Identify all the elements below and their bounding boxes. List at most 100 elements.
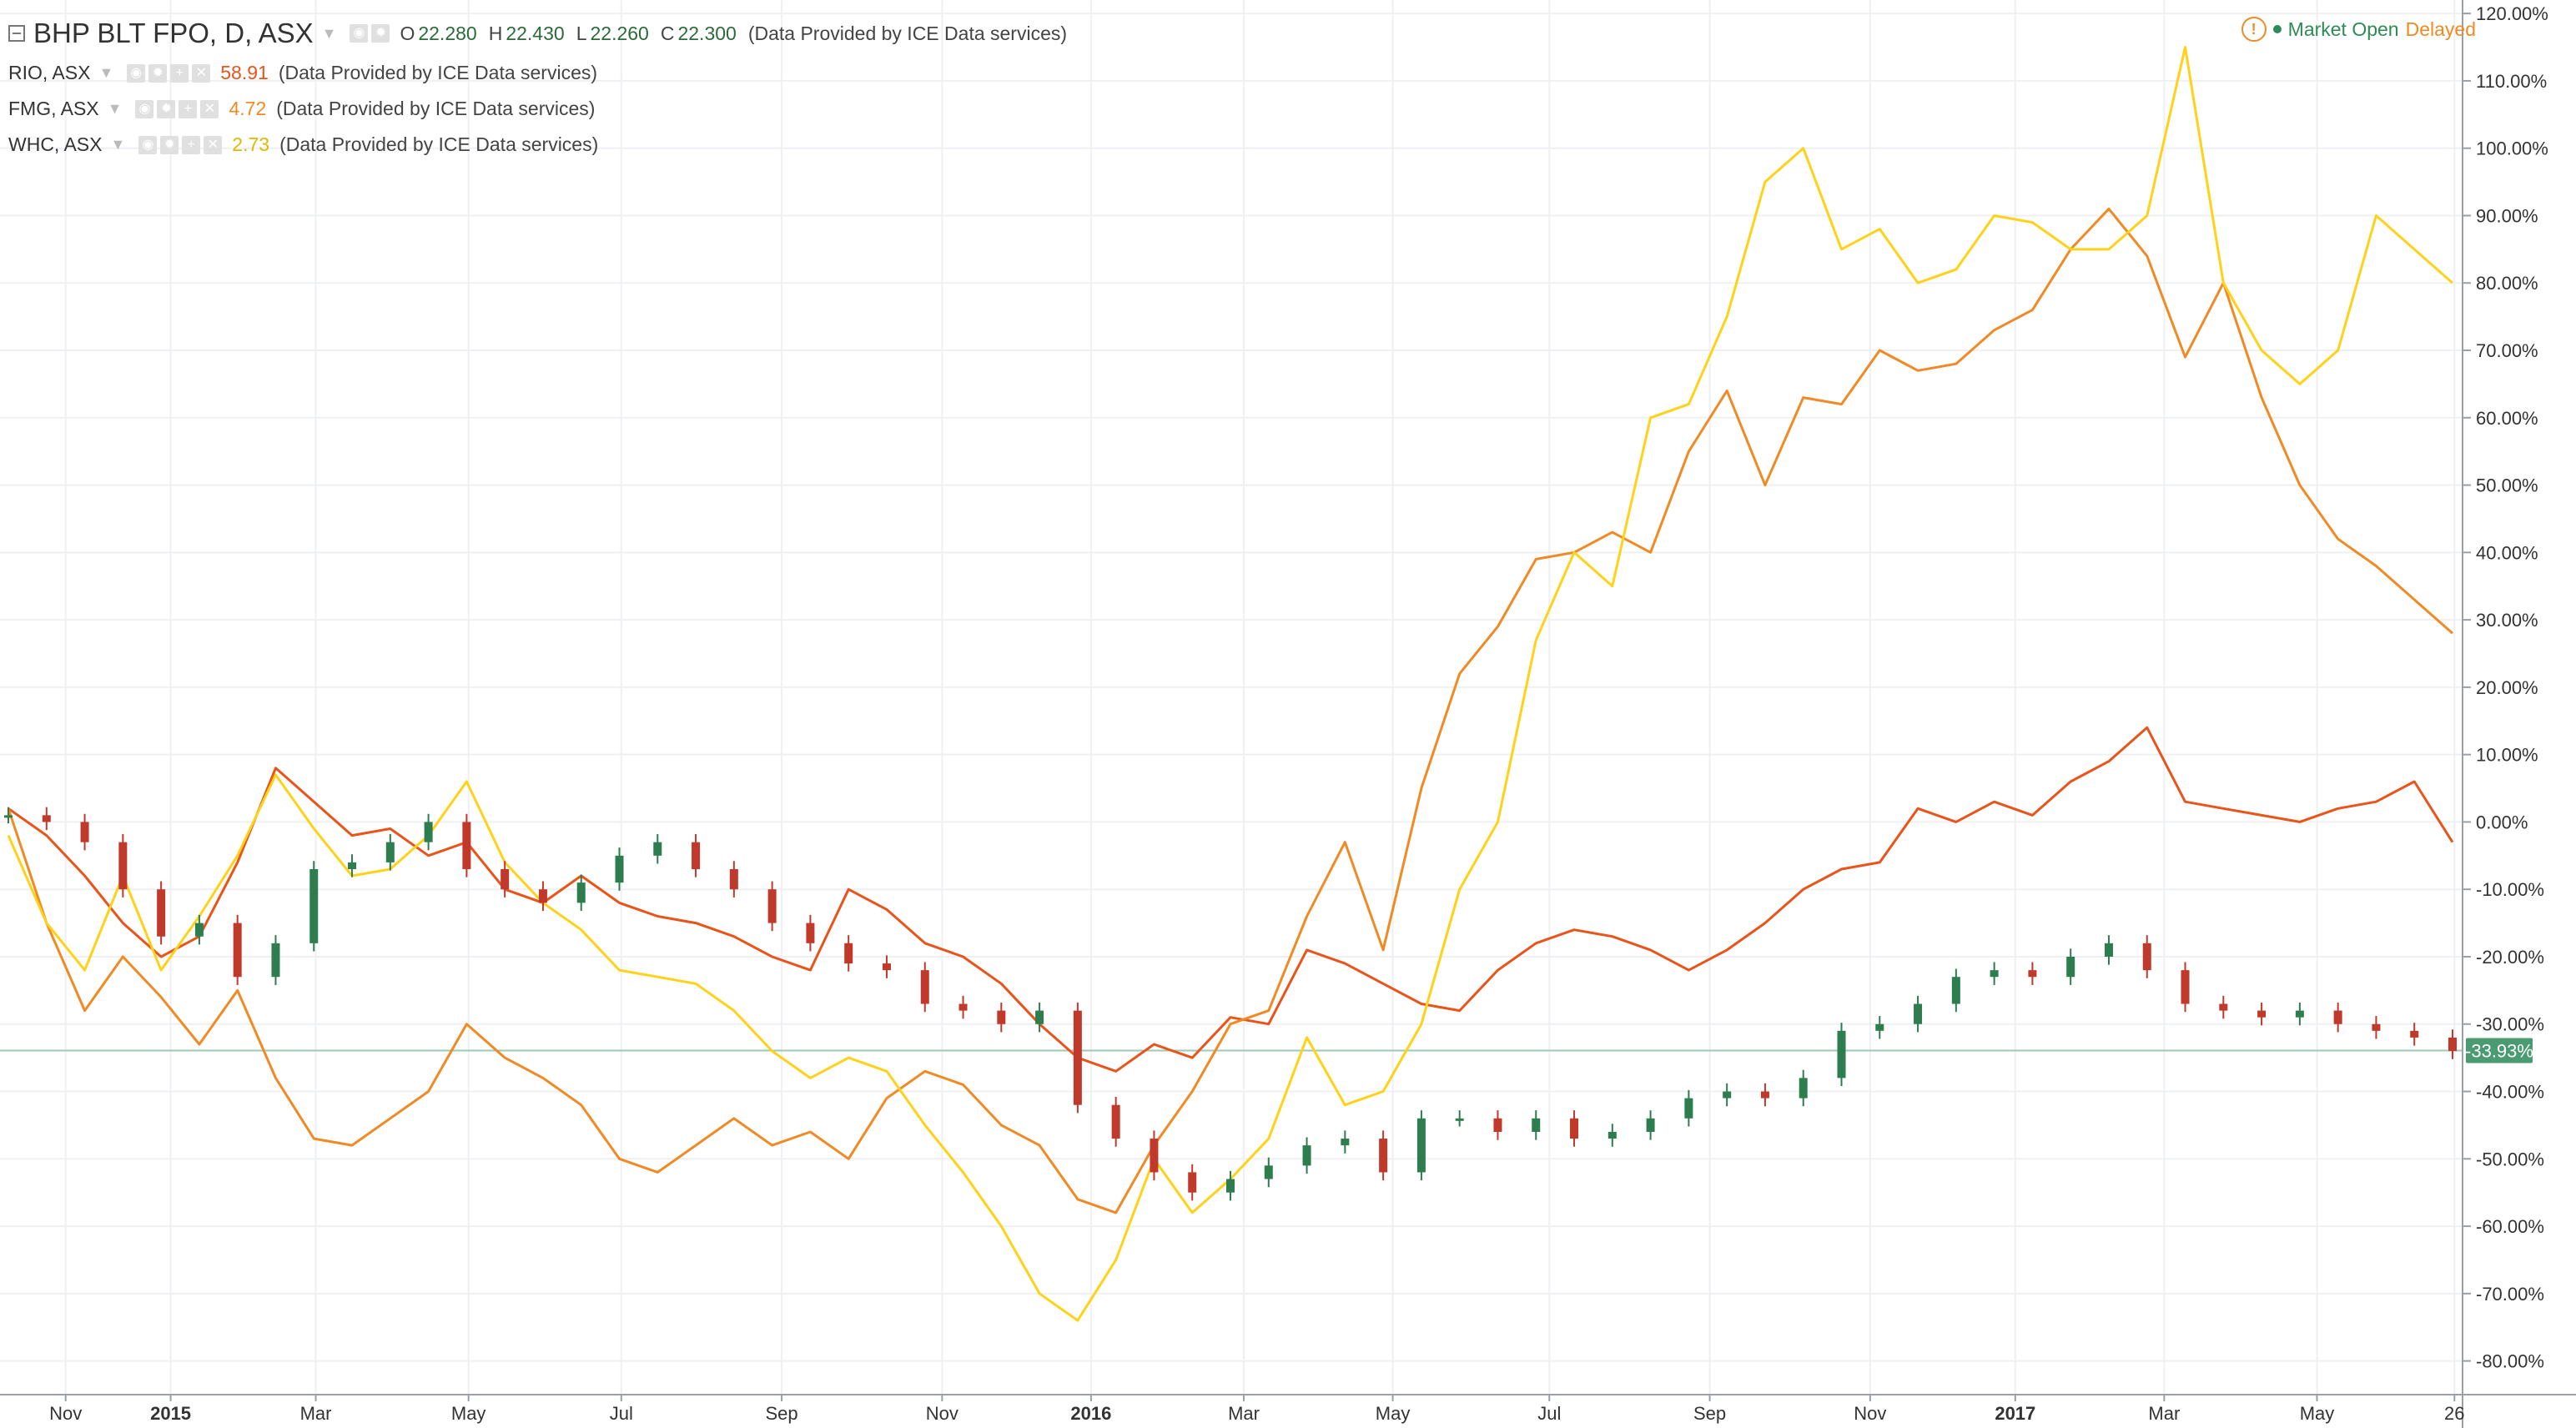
y-tick-label: -70.00% xyxy=(2476,1284,2544,1305)
chevron-down-icon[interactable]: ▼ xyxy=(110,136,126,153)
last-price-label: -33.93% xyxy=(2465,1040,2533,1061)
candle xyxy=(2333,1010,2342,1024)
candle xyxy=(1951,977,1960,1004)
candle xyxy=(1723,1091,1732,1099)
candle xyxy=(844,943,853,964)
close-icon[interactable]: ✕ xyxy=(200,99,219,118)
series-tools-rio: ◉ ✹ + ✕ xyxy=(127,63,211,83)
x-tick-label: May xyxy=(1376,1403,1411,1424)
x-tick-label: Sep xyxy=(765,1403,797,1424)
eye-icon[interactable]: ◉ xyxy=(350,24,369,43)
plus-icon[interactable]: + xyxy=(170,63,189,83)
y-tick-label: 30.00% xyxy=(2476,610,2538,631)
candle xyxy=(2142,943,2151,971)
ohlc-close-value: 22.300 xyxy=(677,22,737,44)
x-tick-label: Jul xyxy=(1537,1403,1561,1424)
candle xyxy=(385,842,395,862)
plot-area[interactable] xyxy=(0,0,2463,1395)
y-tick-label: 120.00% xyxy=(2476,3,2548,24)
chevron-down-icon[interactable]: ▼ xyxy=(98,64,114,81)
chevron-down-icon[interactable]: ▼ xyxy=(321,24,337,42)
eye-icon[interactable]: ◉ xyxy=(135,99,154,118)
x-tick-label: Jul xyxy=(610,1403,633,1424)
y-tick-label: 40.00% xyxy=(2476,542,2538,563)
close-icon[interactable]: ✕ xyxy=(192,63,211,83)
x-tick-label: Nov xyxy=(49,1403,82,1424)
candle xyxy=(1914,1003,1923,1024)
x-tick-label: 2015 xyxy=(150,1403,191,1424)
gear-icon[interactable]: ✹ xyxy=(157,99,176,118)
eye-icon[interactable]: ◉ xyxy=(138,135,158,154)
eye-icon[interactable]: ◉ xyxy=(127,63,146,83)
candle xyxy=(1570,1118,1579,1139)
candle xyxy=(1493,1118,1502,1132)
candle xyxy=(1302,1145,1311,1166)
main-symbol[interactable]: BHP BLT FPO, D, ASX xyxy=(33,18,314,48)
legend-value-rio: 58.91 xyxy=(220,62,269,83)
candle xyxy=(1188,1172,1197,1193)
candle xyxy=(997,1010,1006,1024)
candle xyxy=(309,868,319,943)
collapse-legend-icon[interactable] xyxy=(8,25,25,42)
gear-icon[interactable]: ✹ xyxy=(148,63,168,83)
legend-symbol-rio[interactable]: RIO, ASX xyxy=(8,62,91,83)
ohlc-high-key: H xyxy=(488,22,503,44)
grid xyxy=(0,0,2463,1395)
x-tick-label: Nov xyxy=(1854,1403,1886,1424)
x-tick-label: 2017 xyxy=(1995,1403,2035,1424)
legend-main-row: BHP BLT FPO, D, ASX ▼ ◉ ✹ O 22.280 H 22.43… xyxy=(8,12,1067,55)
legend-symbol-whc[interactable]: WHC, ASX xyxy=(8,133,103,155)
y-tick-label: -30.00% xyxy=(2476,1014,2544,1035)
plus-icon[interactable]: + xyxy=(182,135,201,154)
market-status-dot xyxy=(2272,25,2282,33)
candle xyxy=(501,868,510,890)
y-tick-label: 70.00% xyxy=(2476,340,2538,361)
x-tick-label: Sep xyxy=(1693,1403,1726,1424)
y-tick-label: 110.00% xyxy=(2476,71,2547,92)
chevron-down-icon[interactable]: ▼ xyxy=(107,100,123,117)
candle xyxy=(882,963,891,971)
candle xyxy=(118,842,128,890)
candle xyxy=(576,882,586,903)
series-tools-fmg: ◉ ✹ + ✕ xyxy=(135,99,219,118)
delayed-label: Delayed xyxy=(2405,18,2476,40)
axes: 120.00% 110.00% 100.00% 90.00% 80.00% 70.00% 6… xyxy=(49,3,2548,1424)
series-layer xyxy=(0,46,2463,1322)
y-tick-label: 20.00% xyxy=(2476,677,2538,698)
candle xyxy=(1264,1165,1273,1179)
y-tick-label: 90.00% xyxy=(2476,205,2538,226)
candle xyxy=(271,943,280,978)
legend-provider-rio: (Data Provided by ICE Data services) xyxy=(278,62,598,83)
legend: BHP BLT FPO, D, ASX ▼ ◉ ✹ O 22.280 H 22.43… xyxy=(8,12,1067,163)
legend-symbol-fmg[interactable]: FMG, ASX xyxy=(8,98,99,119)
candle xyxy=(2066,956,2075,978)
x-tick-label: Mar xyxy=(1228,1403,1260,1424)
close-icon[interactable]: ✕ xyxy=(204,135,223,154)
candle xyxy=(1875,1023,1884,1031)
legend-row-rio: RIO, ASX ▼ ◉ ✹ + ✕ 58.91 (Data Provided … xyxy=(8,55,1067,91)
gear-icon[interactable]: ✹ xyxy=(160,135,179,154)
last-price-badge xyxy=(2466,1038,2533,1063)
candle xyxy=(1150,1139,1159,1173)
candle xyxy=(2181,970,2190,1004)
candle xyxy=(2410,1030,2419,1038)
warning-icon[interactable]: ! xyxy=(2241,17,2267,42)
main-series-tools: ◉ ✹ xyxy=(350,24,390,43)
candle xyxy=(653,842,662,856)
y-tick-label: 10.00% xyxy=(2476,745,2538,766)
x-tick-label: May xyxy=(451,1403,486,1424)
candle xyxy=(958,1003,968,1011)
plus-icon[interactable]: + xyxy=(179,99,198,118)
candle xyxy=(1111,1104,1120,1139)
candle xyxy=(729,868,738,890)
ohlc-close-key: C xyxy=(660,22,675,44)
candle xyxy=(157,889,166,937)
candle xyxy=(348,862,357,869)
ohlc-open-value: 22.280 xyxy=(418,22,477,44)
y-tick-label: -10.00% xyxy=(2476,879,2544,900)
candle xyxy=(1226,1179,1235,1193)
legend-value-fmg: 4.72 xyxy=(229,98,267,119)
candle xyxy=(920,970,929,1004)
gear-icon[interactable]: ✹ xyxy=(371,24,390,43)
